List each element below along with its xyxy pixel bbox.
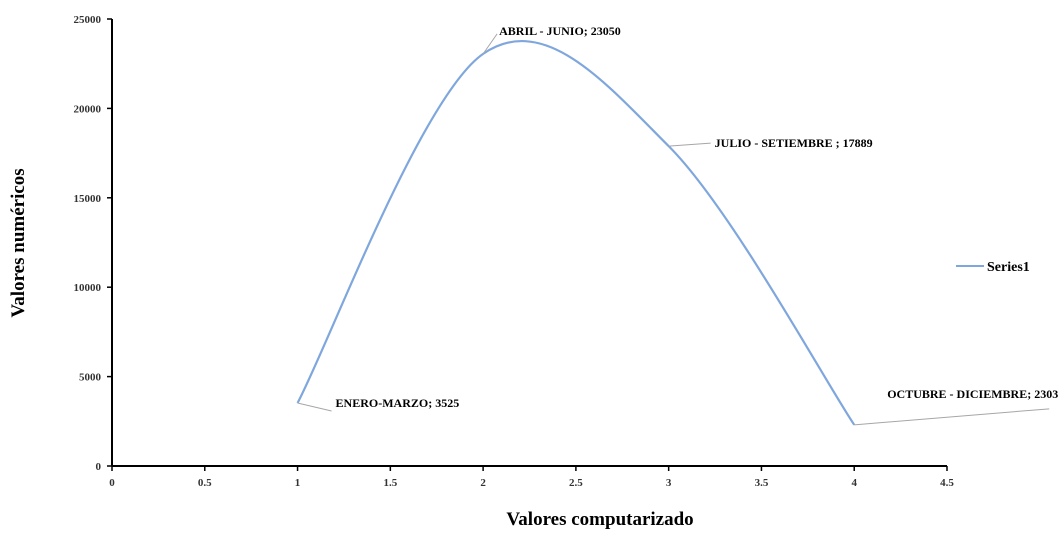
y-axis-title: Valores numéricos xyxy=(8,168,29,317)
y-tick-label: 20000 xyxy=(74,103,102,115)
data-label: ENERO-MARZO; 3525 xyxy=(336,396,460,410)
y-tick-label: 5000 xyxy=(79,372,102,384)
x-tick-label: 2.5 xyxy=(569,477,583,489)
y-tick-label: 0 xyxy=(96,461,102,473)
y-tick-label: 15000 xyxy=(74,193,102,205)
data-label-leader xyxy=(297,402,332,412)
y-tick-label: 25000 xyxy=(74,14,102,26)
data-label: OCTUBRE - DICIEMBRE; 2303 xyxy=(887,387,1058,401)
x-tick-label: 3.5 xyxy=(755,477,769,489)
data-label-leader xyxy=(854,408,1050,426)
data-label: ABRIL - JUNIO; 23050 xyxy=(499,24,621,38)
x-tick-label: 3 xyxy=(666,477,672,489)
x-tick-label: 4 xyxy=(851,477,857,489)
legend: Series1 xyxy=(956,260,1030,275)
x-tick-label: 1.5 xyxy=(383,477,397,489)
data-label-leader xyxy=(482,33,498,55)
y-tick-label: 10000 xyxy=(74,282,102,294)
x-tick-label: 0 xyxy=(109,477,115,489)
legend-series1-label: Series1 xyxy=(987,260,1030,275)
x-axis-title: Valores computarizado xyxy=(506,509,693,530)
x-tick-label: 0.5 xyxy=(198,477,212,489)
data-label: JULIO - SETIEMBRE ; 17889 xyxy=(715,136,873,150)
series1-line xyxy=(296,40,856,426)
x-tick-label: 2 xyxy=(480,477,486,489)
plot-area: 0 5000 10000 15000 20000 25000 0 0.5 1 1.5 2 2.5 3 3.… xyxy=(74,14,1059,489)
x-tick-label: 1 xyxy=(295,477,301,489)
x-tick-label: 4.5 xyxy=(940,477,954,489)
data-label-leader xyxy=(668,142,711,147)
